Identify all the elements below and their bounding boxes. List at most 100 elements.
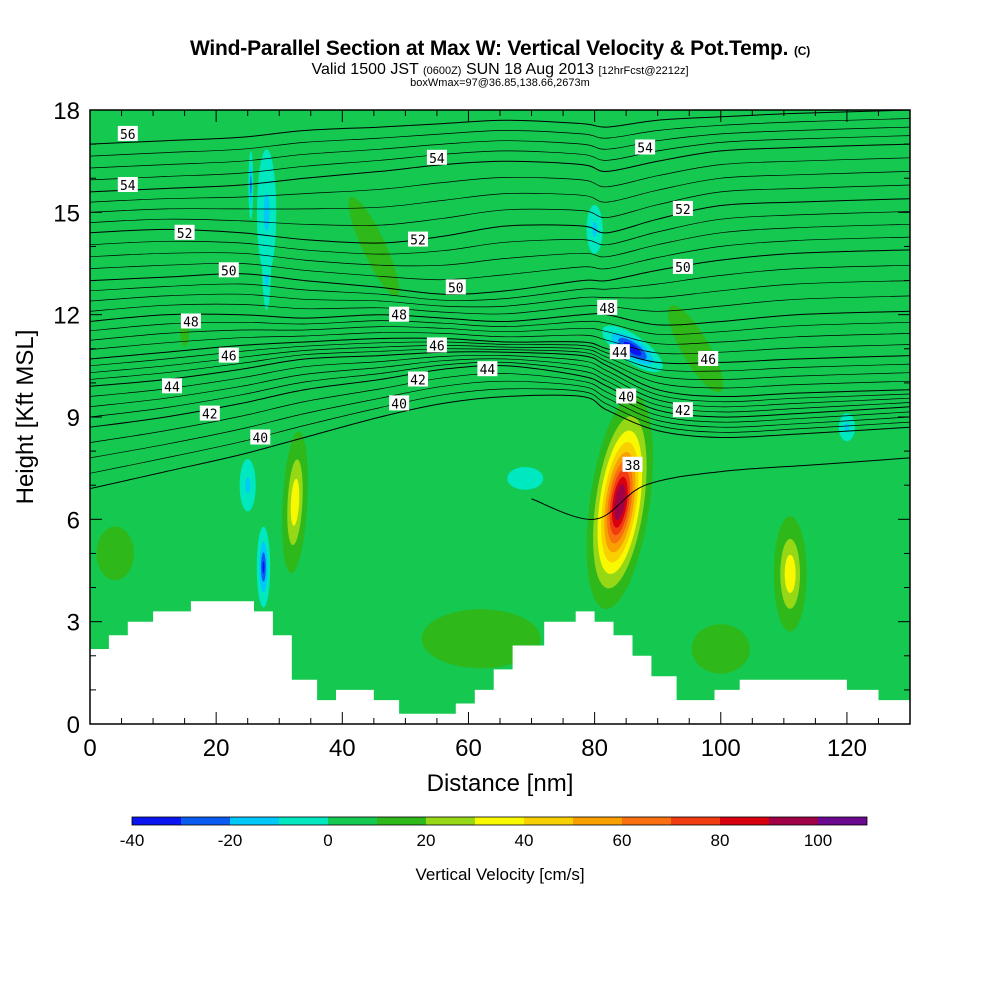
contour-label-box [672,200,693,216]
chart-title: Wind-Parallel Section at Max W: Vertical… [0,37,1000,61]
colorbar-tick-label: 40 [515,831,534,850]
isentrope-minor [90,171,910,213]
contour-label-text: 42 [675,404,691,419]
contour-label: 54 [635,139,656,157]
isentrope-minor [90,358,910,408]
colorbar-swatch [279,817,328,825]
isentrope-42 [90,365,910,428]
terrain-fill [90,601,910,724]
isentrope-46 [90,337,910,365]
w-contour-fill [245,477,251,494]
w-contour-fill [250,176,252,195]
contour-label: 52 [672,200,693,218]
contour-label-box [609,344,630,360]
colorbar-swatch [377,817,426,825]
box-wmax-line: boxWmax=97@36.85,138.66,2673m [410,77,590,89]
w-contour-fill [844,423,850,432]
contour-label-text: 46 [221,350,237,365]
colorbar-swatch [622,817,671,825]
contour-label: 50 [672,258,693,276]
valid-date: SUN 18 Aug 2013 [465,61,595,78]
contour-label: 54 [117,177,138,194]
contour-label-text: 40 [618,391,634,406]
colorbar-frame [131,816,868,826]
contour-label-text: 44 [480,363,496,378]
contour-label-text: 38 [625,459,641,474]
colorbar-swatch [328,817,377,825]
isentrope-minor [90,380,910,459]
colorbar-label: Vertical Velocity [cm/s] [415,865,584,884]
colorbar-swatch [524,817,573,825]
y-tick-label: 9 [67,405,80,432]
isentrope-minor [90,320,910,336]
w-feature-16 [691,624,750,674]
contour-label-box [635,139,656,155]
contour-label: 44 [162,378,182,395]
contour-label-box [622,456,643,472]
colorbar-swatch [720,817,769,825]
w-contour-fill [507,467,544,490]
isentrope-minor [90,348,910,389]
w-feature-11 [838,413,856,442]
colorbar-swatch [671,817,720,825]
x-tick-label: 100 [701,735,741,762]
contour-label: 50 [445,279,466,296]
contour-label: 42 [672,402,693,419]
contour-label-text: 46 [700,353,716,368]
contour-label-box [408,231,428,247]
colorbar-tick-label: 0 [323,831,332,850]
contour-label-box [199,405,220,421]
contour-label: 44 [609,344,630,361]
forecast-info: [12hrFcst@2212z] [598,65,689,77]
w-feature-14 [96,526,134,581]
contour-label: 40 [250,429,271,447]
x-axis-label: Distance [nm] [427,770,574,797]
contour-label: 42 [199,405,220,423]
contour-label-box [408,371,428,387]
contour-label: 42 [408,371,428,389]
w-feature-12 [348,196,400,297]
contour-label-text: 42 [410,374,426,389]
contour-label-text: 42 [202,408,218,423]
contour-label-box [117,125,138,141]
colorbar-swatch [769,817,818,825]
w-contour-fill [691,624,750,674]
w-contour-fill [263,193,270,232]
y-tick-label: 12 [53,303,80,330]
isentrope-minor [90,361,910,418]
y-tick-label: 3 [67,610,80,637]
w-feature-6 [248,150,254,220]
contour-label: 56 [117,125,138,143]
contour-label-box [672,402,693,418]
colorbar-tick-label: 80 [711,831,730,850]
isentrope-44 [90,351,910,398]
isentrope-minor [90,280,910,308]
contour-label-text: 44 [612,346,628,361]
colorbar-swatch [230,817,279,825]
axes: 0 20 40 60 80 100 120 0 3 6 9 12 15 18 Distance [nm] He… [12,98,911,797]
isentrope-minor [90,388,910,474]
valid-time: Valid 1500 JST [311,61,419,78]
isentrope-minor [90,354,910,403]
terrain [90,601,910,724]
y-tick-label: 18 [53,98,80,125]
contour-label: 44 [477,361,498,378]
contour-label-text: 40 [252,432,268,447]
contour-label-box [698,351,719,366]
y-axis-label: Height [Kft MSL] [12,330,39,505]
isentrope-minor [90,118,910,157]
w-feature-2 [773,516,807,632]
x-tick-label: 120 [827,735,867,762]
contour-label: 40 [389,395,410,412]
contour-label-box [218,347,239,363]
colorbar: -40 -20 0 20 40 60 80 100 Vertical Velocity [cm/… [120,816,868,884]
isentrope-minor [90,126,910,169]
contour-label: 54 [426,149,447,167]
x-tick-label: 0 [83,735,96,762]
contour-label-box [672,258,693,274]
contour-label-box [117,177,138,192]
x-tick-label: 20 [203,735,230,762]
isentrope-minor [90,135,910,181]
contour-label-box [445,279,466,295]
